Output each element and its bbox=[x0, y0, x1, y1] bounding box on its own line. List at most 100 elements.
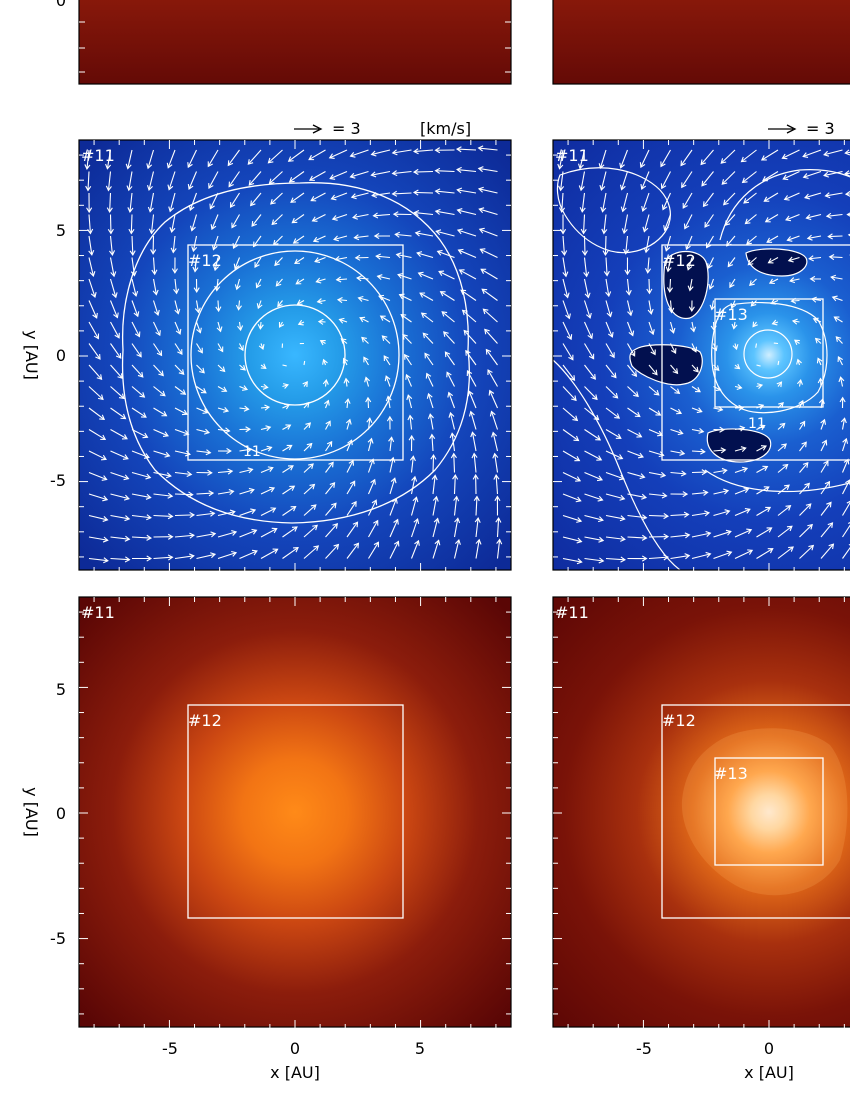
velocity-arrow bbox=[365, 396, 372, 409]
velocity-arrow bbox=[105, 171, 112, 192]
velocity-arrow bbox=[802, 149, 822, 158]
velocity-arrow bbox=[720, 149, 736, 164]
velocity-arrow bbox=[820, 418, 827, 430]
velocity-arrow bbox=[691, 530, 712, 538]
velocity-arrow bbox=[217, 509, 236, 517]
velocity-arrow bbox=[409, 455, 416, 473]
xlabel-left: x [AU] bbox=[270, 1063, 320, 1082]
velocity-arrow bbox=[131, 321, 141, 338]
velocity-arrow bbox=[477, 145, 498, 152]
velocity-arrow bbox=[168, 192, 176, 213]
velocity-arrow bbox=[325, 502, 337, 516]
velocity-arrow bbox=[196, 552, 217, 560]
velocity-arrow bbox=[260, 486, 276, 495]
velocity-arrow bbox=[562, 407, 579, 422]
velocity-arrow bbox=[820, 501, 832, 516]
velocity-arrow bbox=[645, 257, 652, 274]
velocity-arrow bbox=[777, 463, 789, 473]
axis-ticks-right bbox=[553, 140, 845, 572]
velocity-arrow bbox=[434, 147, 455, 154]
velocity-arrow bbox=[489, 410, 499, 430]
velocity-arrow bbox=[420, 312, 434, 323]
velocity-arrow bbox=[648, 386, 660, 396]
velocity-arrow bbox=[287, 149, 305, 162]
velocity-arrow bbox=[196, 364, 205, 374]
velocity-arrow bbox=[170, 235, 177, 254]
velocity-arrow bbox=[727, 257, 736, 268]
velocity-arrow bbox=[648, 364, 658, 376]
velocity-arrow bbox=[841, 437, 849, 452]
velocity-arrow bbox=[84, 149, 91, 170]
velocity-arrow bbox=[229, 192, 240, 208]
velocity-arrow bbox=[384, 375, 391, 387]
grid-label-12-row3-right: #12 bbox=[662, 711, 696, 730]
velocity-arrow bbox=[131, 514, 152, 521]
velocity-arrow bbox=[648, 407, 662, 416]
velocity-arrow bbox=[620, 192, 629, 213]
velocity-arrow bbox=[373, 232, 391, 240]
velocity-arrow bbox=[752, 321, 758, 328]
velocity-arrow bbox=[274, 257, 283, 267]
velocity-arrow bbox=[239, 508, 257, 517]
velocity-arrow bbox=[260, 425, 272, 432]
velocity-arrow bbox=[472, 473, 479, 495]
velocity-arrow bbox=[239, 446, 253, 453]
velocity-arrow bbox=[474, 517, 481, 538]
velocity-arrow bbox=[756, 445, 767, 452]
velocity-arrow bbox=[376, 274, 391, 281]
velocity-arrow bbox=[325, 440, 333, 452]
row1-left-ticks bbox=[79, 21, 511, 73]
velocity-arrow bbox=[734, 507, 751, 517]
velocity-arrow bbox=[747, 257, 757, 266]
velocity-arrow bbox=[325, 481, 336, 495]
velocity-arrow bbox=[691, 427, 705, 434]
velocity-arrow bbox=[228, 171, 240, 188]
velocity-arrow bbox=[368, 499, 378, 516]
velocity-arrow bbox=[481, 288, 498, 301]
velocity-arrow bbox=[322, 358, 328, 366]
velocity-arrow bbox=[691, 469, 708, 476]
velocity-arrow bbox=[329, 170, 348, 180]
velocity-arrow bbox=[838, 376, 845, 387]
velocity-arrow bbox=[345, 418, 352, 430]
velocity-arrow bbox=[808, 255, 822, 262]
velocity-arrow bbox=[88, 321, 100, 340]
velocity-arrow bbox=[584, 493, 604, 502]
velocity-arrow bbox=[820, 460, 829, 473]
velocity-arrow bbox=[325, 543, 340, 559]
velocity-arrow bbox=[88, 364, 103, 381]
velocity-arrow bbox=[771, 319, 779, 326]
velocity-arrow bbox=[308, 171, 326, 181]
velocity-arrow bbox=[707, 257, 714, 270]
velocity-arrow bbox=[354, 254, 369, 261]
velocity-arrow bbox=[282, 364, 287, 367]
grid-box-12 bbox=[187, 244, 404, 461]
velocity-arrow bbox=[239, 487, 255, 495]
velocity-arrow bbox=[600, 192, 607, 213]
velocity-arrow bbox=[125, 149, 133, 170]
velocity-arrow bbox=[110, 493, 130, 501]
velocity-arrow bbox=[802, 170, 822, 179]
velocity-arrow bbox=[238, 343, 244, 352]
velocity-arrow bbox=[174, 470, 193, 478]
velocity-arrow bbox=[210, 214, 219, 231]
velocity-arrow bbox=[562, 364, 576, 381]
velocity-arrow bbox=[646, 278, 653, 295]
grid-label-13-row3-right: #13 bbox=[714, 764, 748, 783]
velocity-arrow bbox=[816, 357, 823, 366]
velocity-arrow bbox=[190, 214, 198, 232]
velocity-arrow bbox=[639, 149, 650, 169]
velocity-arrow bbox=[761, 171, 779, 182]
velocity-arrow bbox=[361, 336, 369, 344]
velocity-arrow bbox=[434, 208, 455, 216]
velocity-arrow bbox=[146, 171, 155, 191]
velocity-arrow bbox=[126, 171, 133, 192]
velocity-arrow bbox=[690, 321, 697, 333]
velocity-arrow bbox=[110, 364, 124, 380]
velocity-arrow bbox=[482, 308, 498, 323]
velocity-arrow bbox=[389, 540, 400, 559]
velocity-arrow bbox=[366, 417, 373, 430]
velocity-arrow bbox=[196, 386, 207, 394]
velocity-arrow bbox=[131, 493, 152, 500]
